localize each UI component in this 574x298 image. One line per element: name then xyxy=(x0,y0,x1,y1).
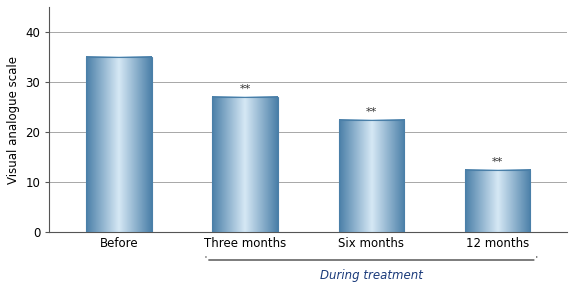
Text: During treatment: During treatment xyxy=(320,269,423,282)
Bar xyxy=(212,97,278,232)
Bar xyxy=(86,57,152,232)
Text: **: ** xyxy=(492,157,503,167)
Text: **: ** xyxy=(239,84,251,94)
Bar xyxy=(339,120,404,232)
Text: **: ** xyxy=(366,107,377,117)
Bar xyxy=(465,170,530,232)
Y-axis label: Visual analogue scale: Visual analogue scale xyxy=(7,56,20,184)
